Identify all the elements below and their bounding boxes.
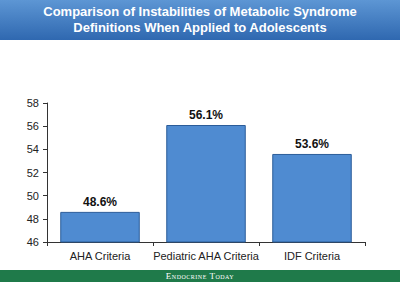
svg-text:53.6%: 53.6%: [295, 137, 329, 151]
html-text:Endocrine Today: Endocrine Today: [165, 271, 235, 281]
svg-text:58: 58: [27, 97, 39, 109]
svg-text:56.1%: 56.1%: [189, 108, 223, 122]
svg-text:IDF Criteria: IDF Criteria: [284, 250, 341, 262]
svg-text:Pediatric AHA Criteria: Pediatric AHA Criteria: [153, 250, 260, 262]
svg-text:46: 46: [27, 236, 39, 248]
svg-text:52: 52: [27, 167, 39, 179]
svg-text:48: 48: [27, 213, 39, 225]
html-text:Comparison of Instabilities of: Comparison of Instabilities of Metabolic…: [43, 4, 357, 35]
svg-text:48.6%: 48.6%: [83, 195, 117, 209]
svg-text:56: 56: [27, 120, 39, 132]
svg-text:54: 54: [27, 143, 39, 155]
svg-text:50: 50: [27, 190, 39, 202]
svg-text:AHA Criteria: AHA Criteria: [70, 250, 131, 262]
